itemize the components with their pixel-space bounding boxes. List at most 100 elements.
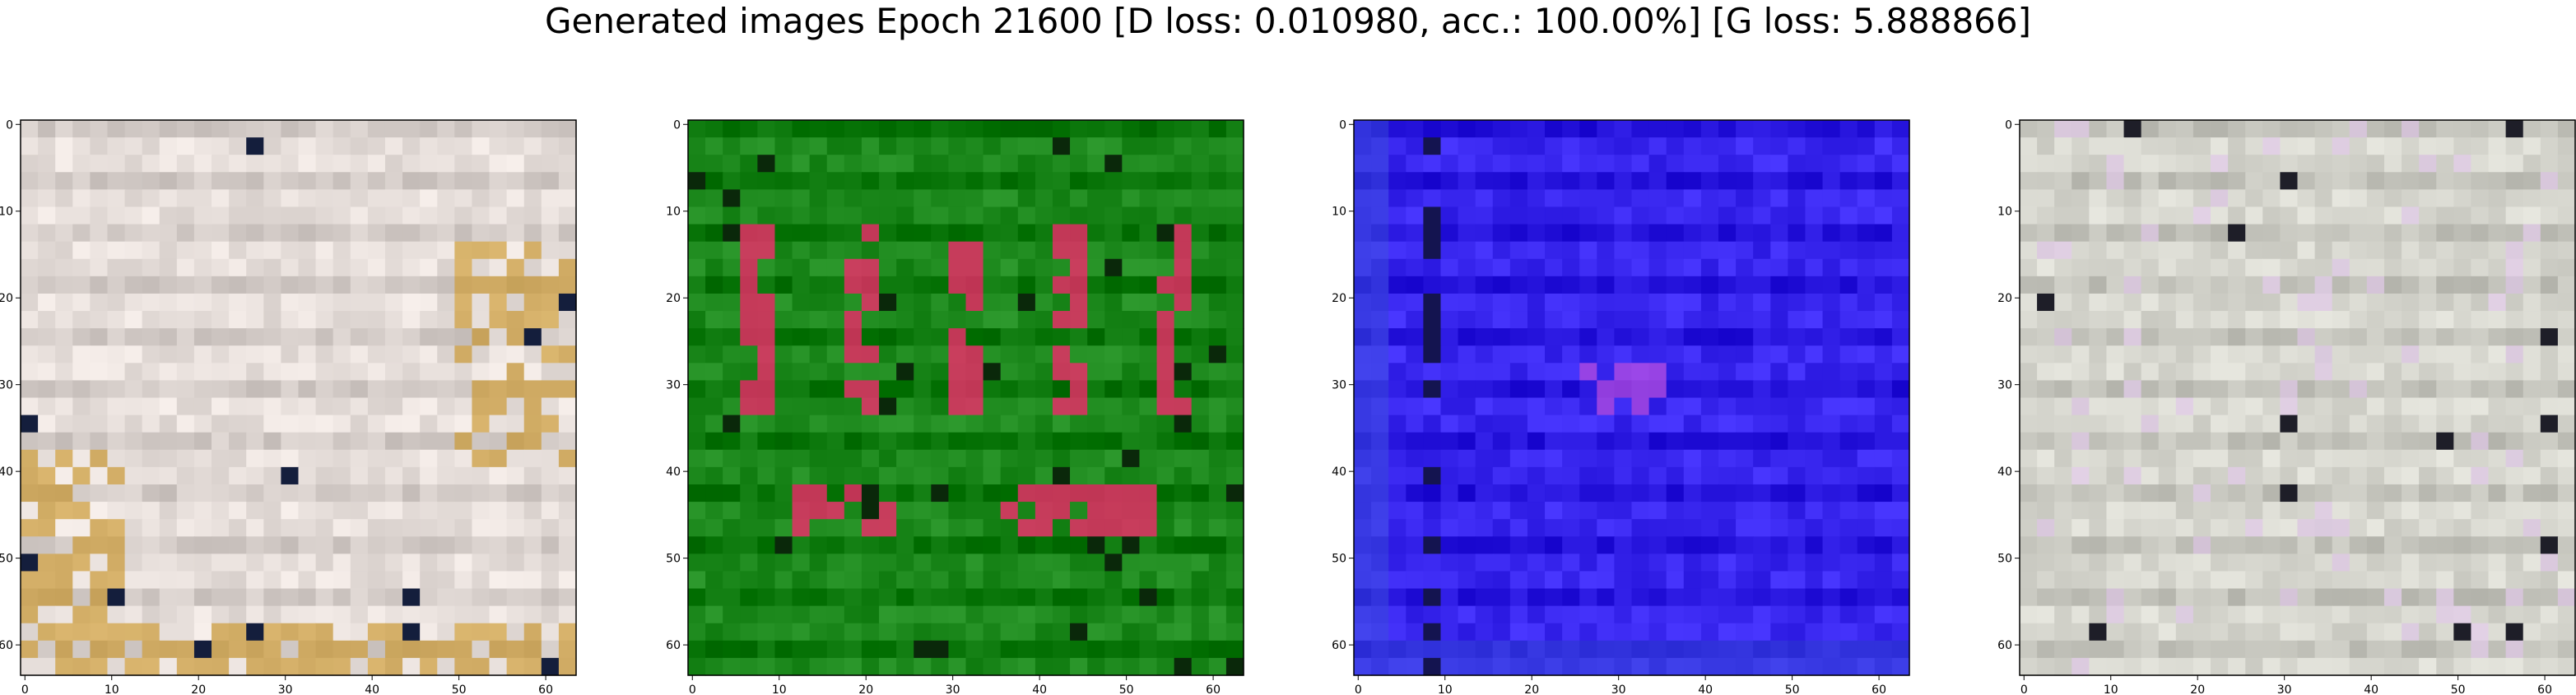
image-pixel [879, 258, 897, 277]
image-pixel [861, 432, 880, 451]
image-pixel [1423, 657, 1442, 676]
image-pixel [1683, 536, 1702, 554]
image-pixel [384, 276, 403, 294]
image-pixel [1788, 224, 1806, 243]
image-pixel [1406, 241, 1424, 260]
image-pixel [1874, 657, 1893, 676]
y-tick-label: 40 [666, 466, 681, 479]
image-pixel [948, 137, 967, 155]
image-pixel [2071, 311, 2090, 329]
image-pixel [2349, 120, 2368, 138]
image-pixel [1857, 536, 1876, 554]
image-pixel [1371, 241, 1389, 260]
image-pixel [1191, 363, 1210, 381]
image-pixel [2141, 623, 2160, 642]
image-pixel [193, 536, 212, 554]
image-pixel [1475, 502, 1494, 520]
image-pixel [402, 397, 421, 416]
image-pixel [1648, 502, 1667, 520]
image-pixel [1000, 276, 1019, 294]
y-tick-label: 10 [666, 206, 681, 219]
image-pixel [2158, 241, 2177, 260]
image-pixel [1388, 206, 1407, 225]
image-pixel [2402, 276, 2420, 294]
image-pixel [2141, 328, 2160, 346]
image-pixel [142, 137, 160, 155]
image-pixel [1770, 276, 1788, 294]
image-pixel [1000, 397, 1019, 416]
image-pixel [1087, 623, 1105, 642]
image-pixel [2332, 640, 2350, 659]
image-pixel [2383, 345, 2402, 364]
image-pixel [2436, 328, 2454, 346]
image-pixel [1208, 588, 1227, 607]
image-pixel [2175, 519, 2194, 537]
image-pixel [2262, 519, 2281, 537]
image-pixel [1174, 293, 1193, 312]
image-pixel [1822, 311, 1841, 329]
image-pixel [1440, 258, 1459, 277]
image-pixel [1000, 137, 1019, 155]
image-pixel [1736, 363, 1754, 381]
image-pixel [72, 380, 91, 399]
image-pixel [1597, 466, 1615, 485]
image-pixel [723, 640, 741, 659]
image-pixel [263, 466, 281, 485]
image-pixel [861, 206, 880, 225]
image-pixel [1857, 415, 1876, 433]
image-pixel [1545, 380, 1563, 399]
image-pixel [2540, 363, 2559, 381]
image-pixel [2488, 484, 2507, 503]
image-pixel [2471, 432, 2490, 451]
image-pixel [1857, 224, 1876, 243]
image-pixel [263, 380, 281, 399]
image-pixel [1562, 502, 1580, 520]
image-pixel [1017, 189, 1036, 208]
image-pixel [489, 241, 508, 260]
image-pixel [2436, 224, 2454, 243]
image-pixel [740, 519, 758, 537]
image-pixel [792, 415, 811, 433]
image-pixel [1597, 276, 1615, 294]
image-pixel [1354, 554, 1372, 572]
image-pixel [2280, 328, 2299, 346]
image-pixel [384, 363, 403, 381]
image-pixel [2071, 484, 2090, 503]
image-pixel [2488, 657, 2507, 676]
image-pixel [229, 536, 247, 554]
image-pixel [332, 536, 351, 554]
image-pixel [1788, 345, 1806, 364]
image-pixel [1458, 571, 1476, 590]
image-pixel [1753, 276, 1771, 294]
image-pixel [1052, 657, 1071, 676]
image-pixel [1683, 380, 1702, 399]
x-tick-label: 40 [365, 683, 379, 695]
image-pixel [281, 258, 300, 277]
image-pixel [844, 519, 863, 537]
image-pixel [1156, 466, 1175, 485]
image-pixel [705, 571, 723, 590]
image-pixel [1753, 328, 1771, 346]
image-pixel [948, 189, 967, 208]
image-pixel [2228, 519, 2246, 537]
image-pixel [2192, 571, 2211, 590]
image-pixel [1545, 293, 1563, 312]
image-pixel [2453, 189, 2472, 208]
image-pixel [2123, 415, 2142, 433]
image-pixel [1822, 502, 1841, 520]
image-pixel [1423, 605, 1442, 624]
image-pixel [332, 415, 351, 433]
image-pixel [757, 363, 776, 381]
image-pixel [420, 189, 438, 208]
image-pixel [420, 258, 438, 277]
image-pixel [1440, 380, 1459, 399]
image-pixel [1139, 189, 1158, 208]
image-pixel [1000, 328, 1019, 346]
image-pixel [2419, 415, 2437, 433]
image-pixel [757, 484, 776, 503]
image-pixel [1225, 571, 1244, 590]
image-pixel [107, 640, 126, 659]
image-pixel [1648, 588, 1667, 607]
image-pixel [2262, 571, 2281, 590]
